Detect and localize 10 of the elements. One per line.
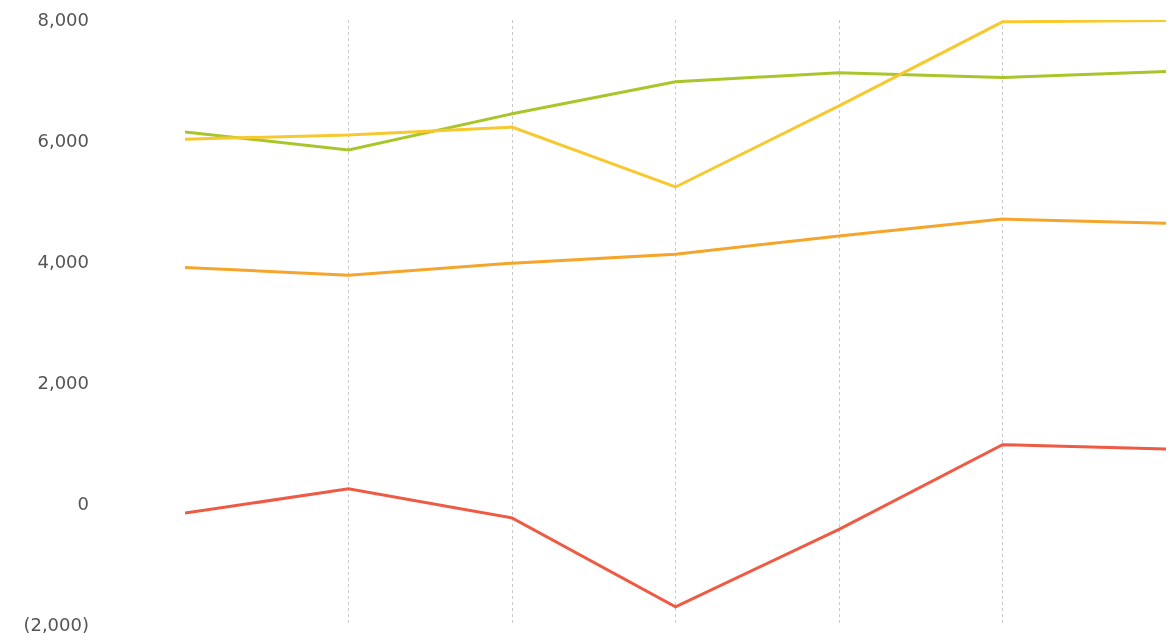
- y-tick-label: 8,000: [37, 9, 89, 31]
- y-tick-label: 0: [77, 493, 89, 515]
- y-tick-label: (2,000): [23, 614, 89, 636]
- y-tick-label: 6,000: [37, 130, 89, 152]
- line-series: [185, 20, 1166, 189]
- line-series: [185, 443, 1166, 609]
- y-tick-label: 4,000: [37, 251, 89, 273]
- y-tick-label: 2,000: [37, 372, 89, 394]
- line-series: [185, 217, 1166, 277]
- line-series: [185, 69, 1166, 152]
